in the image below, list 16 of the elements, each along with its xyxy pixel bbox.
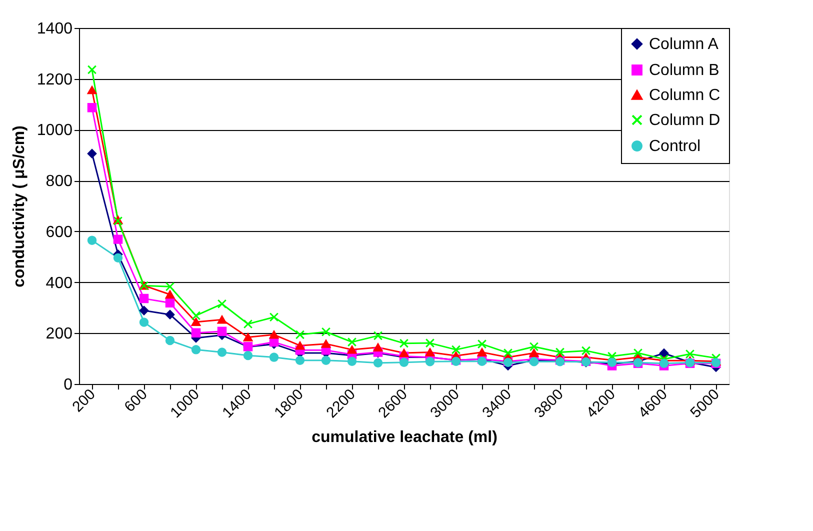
x-axis-title: cumulative leachate (ml)	[312, 428, 498, 446]
y-axis-title: conductivity ( μS/cm)	[10, 126, 28, 288]
y-tick-label: 1200	[36, 71, 73, 88]
y-tick-label: 200	[46, 326, 73, 343]
legend-label: Control	[649, 138, 701, 155]
y-tick-label: 1400	[36, 20, 73, 38]
y-tick-label: 1000	[36, 122, 73, 140]
y-tick-label: 800	[46, 173, 73, 190]
x-tick-label: 600	[121, 386, 151, 416]
y-tick-label: 400	[46, 274, 73, 292]
legend-label: Column C	[649, 87, 720, 104]
legend-label: Column D	[649, 112, 720, 129]
legend-label: Column A	[649, 36, 719, 53]
y-tick-label: 600	[46, 224, 73, 241]
legend-label: Column B	[649, 62, 720, 79]
y-tick-label: 0	[64, 376, 73, 394]
